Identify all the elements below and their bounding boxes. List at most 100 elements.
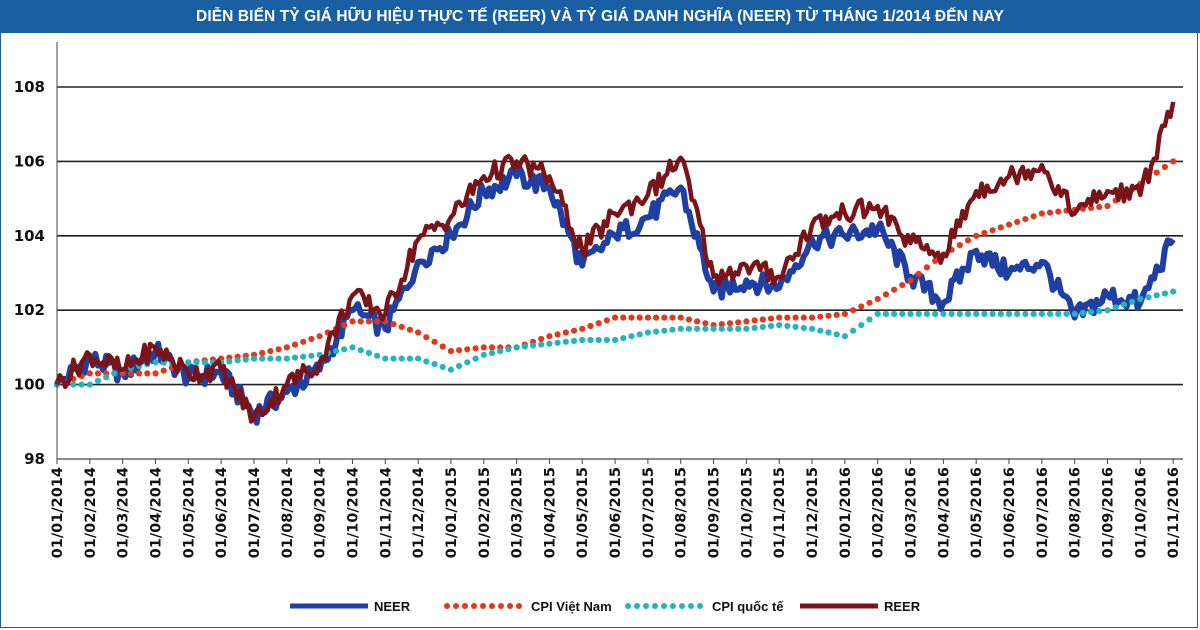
series-point	[603, 336, 611, 344]
series-point	[521, 343, 528, 350]
series-point	[1005, 221, 1013, 228]
x-tick-label: 01/09/2016	[1100, 467, 1116, 558]
x-tick-label: 01/10/2014	[345, 467, 361, 558]
series-point	[1079, 309, 1086, 317]
series-point	[1022, 216, 1029, 223]
series-point	[275, 355, 282, 362]
series-point	[570, 337, 578, 344]
x-tick-label: 01/08/2016	[1068, 467, 1084, 558]
x-tick-label: 01/04/2015	[542, 467, 558, 558]
legend-dot	[670, 603, 676, 609]
series-point	[718, 325, 725, 332]
series-point	[669, 314, 676, 321]
series-point	[316, 333, 323, 340]
legend-dot	[489, 603, 495, 609]
series-point	[349, 318, 356, 325]
series-point	[579, 336, 586, 344]
x-tick-label: 01/02/2015	[477, 467, 493, 558]
series-point	[677, 325, 684, 332]
series-point	[283, 344, 290, 351]
legend-dot	[471, 603, 477, 609]
series-point	[702, 325, 709, 332]
series-point	[759, 323, 766, 330]
series-point	[226, 358, 233, 365]
series-point	[480, 344, 487, 351]
series-point	[111, 370, 118, 377]
series-point	[447, 366, 454, 373]
series-point	[70, 381, 77, 388]
series-point	[612, 336, 619, 344]
series-point	[644, 314, 652, 321]
series-point	[653, 314, 660, 321]
y-tick-label: 98	[24, 450, 45, 468]
x-tick-label: 01/07/2016	[1035, 467, 1051, 558]
series-point	[989, 310, 996, 317]
legend-dot	[453, 603, 459, 609]
series-point	[185, 359, 192, 366]
series-point	[997, 310, 1004, 317]
series-point	[767, 322, 775, 330]
series-point	[948, 310, 955, 317]
series-point	[767, 315, 775, 322]
series-point	[841, 310, 849, 317]
series-point	[981, 229, 988, 237]
series-point	[234, 357, 241, 364]
series-point	[1120, 301, 1127, 308]
series-point	[538, 335, 545, 343]
series-point	[1161, 163, 1168, 171]
legend-dot	[625, 603, 631, 609]
series-point	[636, 331, 643, 338]
series-point	[726, 320, 734, 327]
series-point	[653, 328, 660, 335]
series-point	[882, 291, 890, 298]
series-point	[1055, 310, 1062, 317]
series-point	[464, 359, 471, 366]
series-point	[136, 370, 143, 377]
series-point	[685, 325, 693, 332]
series-point	[398, 323, 405, 330]
series-point	[932, 257, 939, 264]
series-point	[546, 333, 553, 340]
series-point	[127, 370, 134, 377]
series-point	[546, 340, 553, 347]
series-point	[103, 374, 110, 381]
series-point	[964, 310, 972, 317]
series-point	[825, 329, 832, 336]
x-tick-label: 01/04/2014	[148, 467, 164, 558]
y-tick-label: 108	[14, 78, 45, 96]
series-point	[850, 307, 857, 314]
series-point	[390, 355, 397, 362]
series-point	[850, 327, 857, 334]
x-tick-label: 01/07/2014	[247, 467, 263, 558]
series-point	[587, 322, 594, 330]
series-point	[94, 377, 102, 384]
series-point	[1088, 204, 1095, 211]
series-point	[808, 314, 816, 321]
series-point	[472, 355, 479, 362]
legend-dot	[634, 603, 640, 609]
series-point	[562, 329, 569, 336]
series-point	[784, 314, 791, 321]
series-point	[357, 347, 364, 354]
series-point	[932, 310, 939, 317]
series-point	[743, 318, 750, 325]
series-point	[1129, 298, 1136, 305]
x-tick-label: 01/08/2015	[674, 467, 690, 558]
legend-dot	[444, 603, 450, 609]
series-point	[464, 346, 471, 353]
series-point	[365, 349, 372, 357]
series-point	[398, 355, 405, 362]
series-point	[1104, 202, 1111, 210]
series-point	[488, 344, 496, 351]
series-layer	[53, 101, 1177, 426]
series-point	[431, 338, 438, 345]
x-tick-label: 01/09/2015	[707, 467, 723, 558]
series-point	[1030, 310, 1037, 317]
x-tick-label: 01/02/2014	[83, 467, 99, 558]
series-point	[94, 370, 102, 377]
series-point	[538, 341, 545, 348]
series-point	[808, 325, 816, 332]
series-point	[529, 342, 537, 349]
legend-dot	[688, 603, 694, 609]
series-point	[1104, 307, 1111, 314]
